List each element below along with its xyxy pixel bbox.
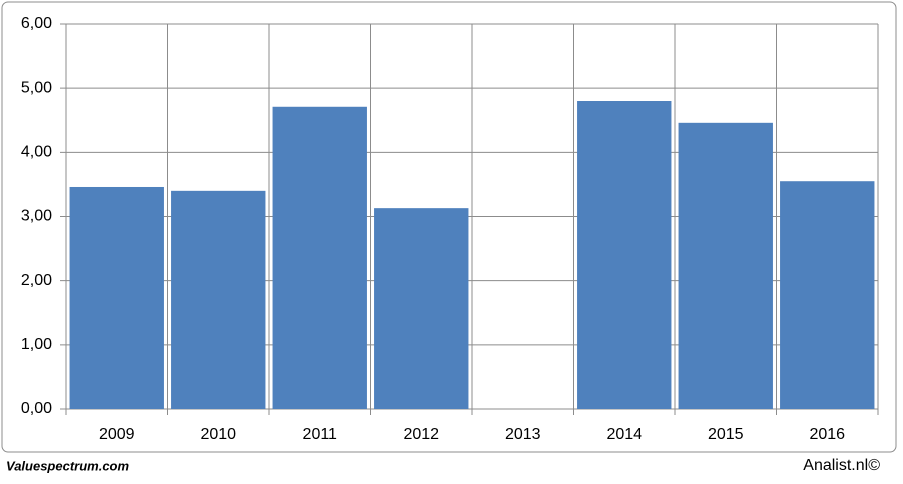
x-tick-label: 2014 — [606, 426, 642, 443]
x-tick-label: 2016 — [809, 426, 845, 443]
x-tick-label: 2011 — [303, 426, 338, 443]
x-tick-label: 2015 — [708, 426, 744, 443]
x-tick-label: 2013 — [505, 426, 541, 443]
source-right: Analist.nl© — [803, 457, 880, 474]
x-tick-label: 2010 — [200, 426, 236, 443]
bar — [577, 101, 672, 409]
y-tick-label: 6,00 — [21, 15, 52, 32]
y-tick-label: 0,00 — [21, 400, 52, 417]
source-left: Valuespectrum.com — [6, 458, 130, 473]
bar — [272, 106, 367, 410]
bar — [374, 208, 469, 409]
bar — [69, 186, 164, 409]
y-tick-label: 4,00 — [21, 144, 52, 161]
y-tick-label: 2,00 — [21, 272, 52, 289]
bar — [678, 122, 773, 410]
x-tick-label: 2009 — [99, 426, 135, 443]
bar — [780, 181, 875, 409]
y-tick-label: 5,00 — [21, 79, 52, 96]
bar — [171, 190, 266, 409]
y-tick-label: 1,00 — [21, 336, 52, 353]
y-tick-label: 3,00 — [21, 208, 52, 225]
x-tick-label: 2012 — [403, 426, 439, 443]
